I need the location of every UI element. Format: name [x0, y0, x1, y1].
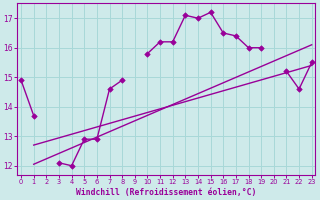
X-axis label: Windchill (Refroidissement éolien,°C): Windchill (Refroidissement éolien,°C) — [76, 188, 257, 197]
